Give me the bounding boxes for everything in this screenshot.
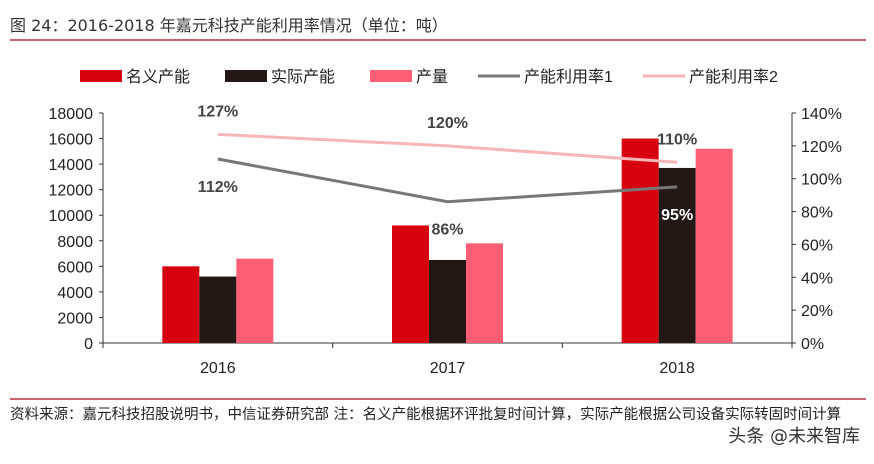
line-series-1 xyxy=(217,157,678,204)
right-tick-label: 20% xyxy=(801,303,833,320)
bar-2-2016 xyxy=(199,276,237,343)
right-tick-label: 0% xyxy=(801,336,824,353)
right-tick-label: 100% xyxy=(801,172,842,189)
left-tick-label: 12000 xyxy=(49,183,94,200)
chart: 0 2000 4000 6000 8000 10000 12000 14000 16000 180… xyxy=(49,68,842,377)
legend-label: 实际产能 xyxy=(271,68,335,86)
bar-3-2018 xyxy=(695,148,733,343)
bar-2-2018 xyxy=(658,167,696,343)
bar-3-2016 xyxy=(236,258,274,343)
right-tick-label: 40% xyxy=(801,270,833,287)
legend-label: 产量 xyxy=(416,68,448,86)
legend-swatch xyxy=(80,70,122,82)
bar-1-2017 xyxy=(392,225,429,343)
footer-divider xyxy=(10,398,866,400)
x-tick-label: 2018 xyxy=(659,360,695,377)
legend-label: 产能利用率2 xyxy=(689,68,778,86)
figure-title: 图 24：2016-2018 年嘉元科技产能利用率情况（单位：吨） xyxy=(10,16,448,35)
legend-swatch xyxy=(370,70,412,82)
legend-swatch xyxy=(225,70,267,82)
data-label: 127% xyxy=(197,103,238,120)
left-tick-label: 18000 xyxy=(49,106,94,123)
data-label: 95% xyxy=(661,207,693,224)
left-tick-label: 8000 xyxy=(57,234,93,251)
left-tick-label: 0 xyxy=(84,336,93,353)
data-label: 110% xyxy=(657,131,697,148)
data-label: 112% xyxy=(198,179,238,196)
bar-2-2017 xyxy=(429,259,466,343)
left-tick-label: 4000 xyxy=(57,285,93,302)
right-tick-label: 80% xyxy=(801,205,833,222)
bar-1-2018 xyxy=(621,138,659,343)
left-tick-label: 16000 xyxy=(49,132,94,149)
legend-label: 产能利用率1 xyxy=(524,68,613,86)
source-note: 资料来源：嘉元科技招股说明书，中信证券研究部 注：名义产能根据环评批复时间计算，… xyxy=(10,407,842,423)
watermark: 头条 @未来智库 xyxy=(728,426,860,447)
x-tick-label: 2016 xyxy=(200,360,236,377)
left-tick-label: 6000 xyxy=(57,259,93,276)
right-tick-label: 60% xyxy=(801,237,833,254)
left-tick-label: 14000 xyxy=(49,157,94,174)
left-tick-label: 10000 xyxy=(49,208,94,225)
line-series-2 xyxy=(217,132,678,164)
data-label: 86% xyxy=(431,222,463,239)
legend-label: 名义产能 xyxy=(126,68,190,86)
x-tick-label: 2017 xyxy=(430,360,466,377)
bar-3-2017 xyxy=(466,243,503,343)
right-tick-label: 140% xyxy=(801,106,842,123)
data-label: 120% xyxy=(427,115,468,132)
bar-1-2016 xyxy=(162,266,200,343)
left-tick-label: 2000 xyxy=(57,310,93,327)
right-tick-label: 120% xyxy=(801,139,842,156)
title-divider xyxy=(10,39,866,41)
